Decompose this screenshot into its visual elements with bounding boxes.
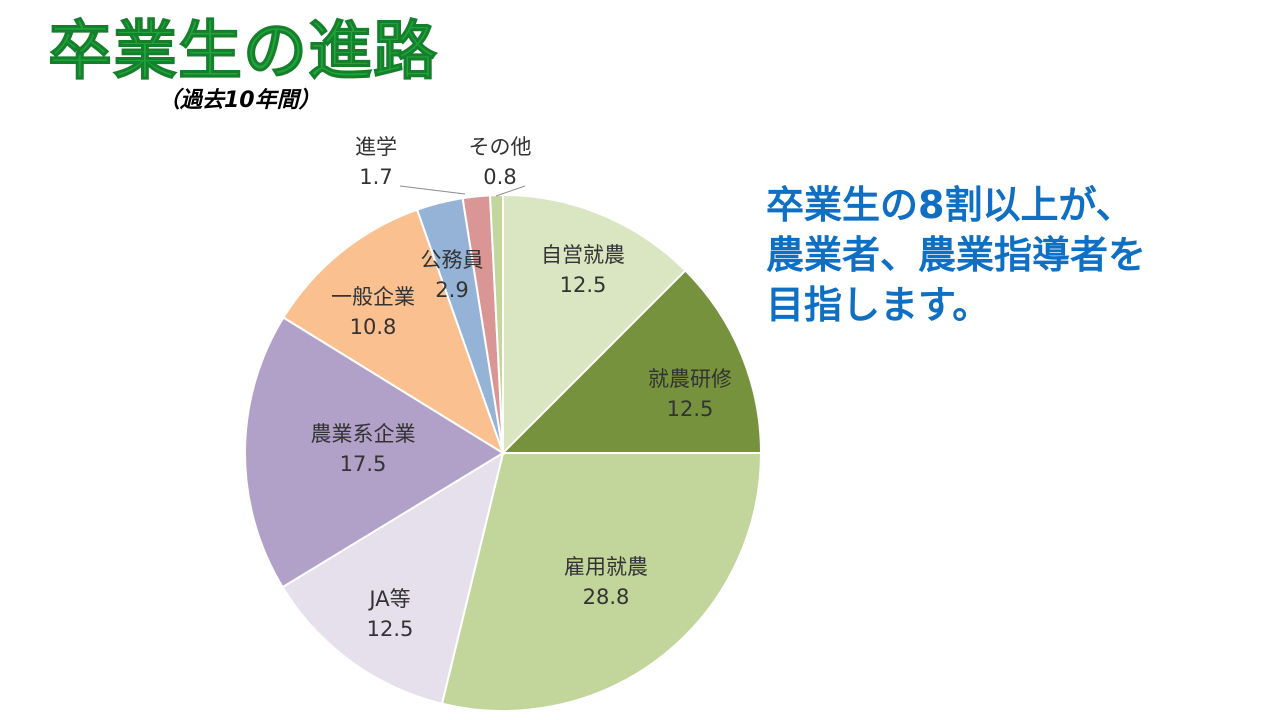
slice-value-label: 12.5 [560,273,607,297]
slice-category-label: 雇用就農 [564,555,648,579]
pie-slice-3 [440,452,763,712]
summary-message: 卒業生の8割以上が、 農業者、農業指導者を 目指します。 [766,180,1146,330]
pie-slice-5 [244,316,505,589]
page-subtitle: （過去10年間） [158,88,321,113]
slice-category-label: JA等 [367,587,410,611]
slice-category-label: 自営就農 [541,243,625,267]
pie-slice-4 [281,450,505,705]
slice-value-label: 2.9 [435,278,468,302]
pie-slice-9 [488,193,504,454]
slice-category-label: 進学 [355,135,397,159]
summary-line-3: 目指します。 [766,283,991,327]
leader-line [399,185,466,195]
slice-category-label: 一般企業 [331,285,415,309]
slice-value-label: 12.5 [367,617,414,641]
summary-line-2: 農業者、農業指導者を [766,233,1147,277]
slice-value-label: 28.8 [583,585,630,609]
slice-category-label: その他 [469,135,532,159]
pie-slice-1 [502,193,687,456]
pie-slice-6 [282,208,505,456]
slice-category-label: 公務員 [421,248,484,272]
slice-value-label: 10.8 [350,315,397,339]
leader-line [495,185,526,197]
slice-category-label: 農業系企業 [311,422,416,446]
slice-value-label: 1.7 [359,165,392,189]
slice-value-label: 12.5 [667,397,714,421]
summary-line-1: 卒業生の8割以上が、 [766,183,1134,227]
pie-slice-2 [500,269,763,454]
page-title: 卒業生の進路 [48,15,438,89]
slice-value-label: 0.8 [483,165,516,189]
slice-value-label: 17.5 [340,452,387,476]
slice-category-label: 就農研修 [648,367,732,391]
